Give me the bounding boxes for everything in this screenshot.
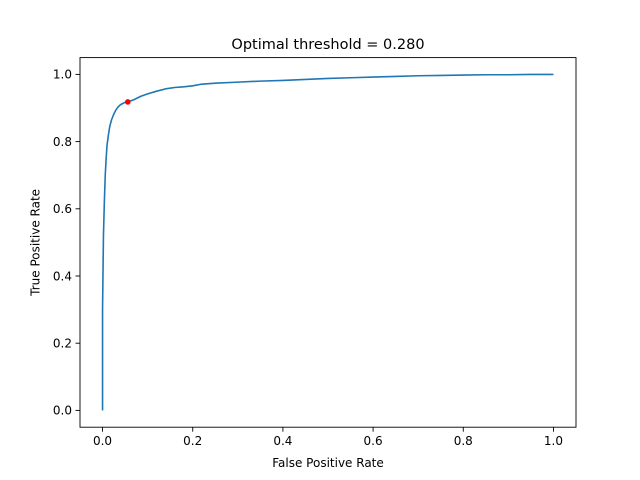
- plot-area: [101, 73, 554, 411]
- y-axis: 0.0 0.2 0.4 0.6 0.8 1.0: [53, 68, 80, 418]
- x-tick-label: 0.2: [183, 434, 202, 448]
- x-tick-label: 1.0: [544, 434, 563, 448]
- roc-curve-line: [101, 73, 554, 411]
- y-tick-label: 0.4: [53, 269, 72, 283]
- x-tick-label: 0.8: [454, 434, 473, 448]
- y-tick-label: 0.6: [53, 202, 72, 216]
- x-axis-label: False Positive Rate: [272, 456, 384, 470]
- optimal-threshold-point: [124, 99, 131, 105]
- x-tick-label: 0.0: [93, 434, 112, 448]
- axes-frame: [79, 57, 577, 428]
- y-tick-label: 0.2: [53, 337, 72, 351]
- x-tick-label: 0.6: [364, 434, 383, 448]
- y-tick-label: 0.0: [53, 404, 72, 418]
- x-tick-label: 0.4: [273, 434, 292, 448]
- chart-title: Optimal threshold = 0.280: [231, 37, 424, 53]
- x-axis: 0.0 0.2 0.4 0.6 0.8 1.0: [93, 427, 563, 448]
- y-tick-label: 0.8: [53, 135, 72, 149]
- y-axis-label: True Positive Rate: [29, 189, 43, 297]
- y-tick-label: 1.0: [53, 68, 72, 82]
